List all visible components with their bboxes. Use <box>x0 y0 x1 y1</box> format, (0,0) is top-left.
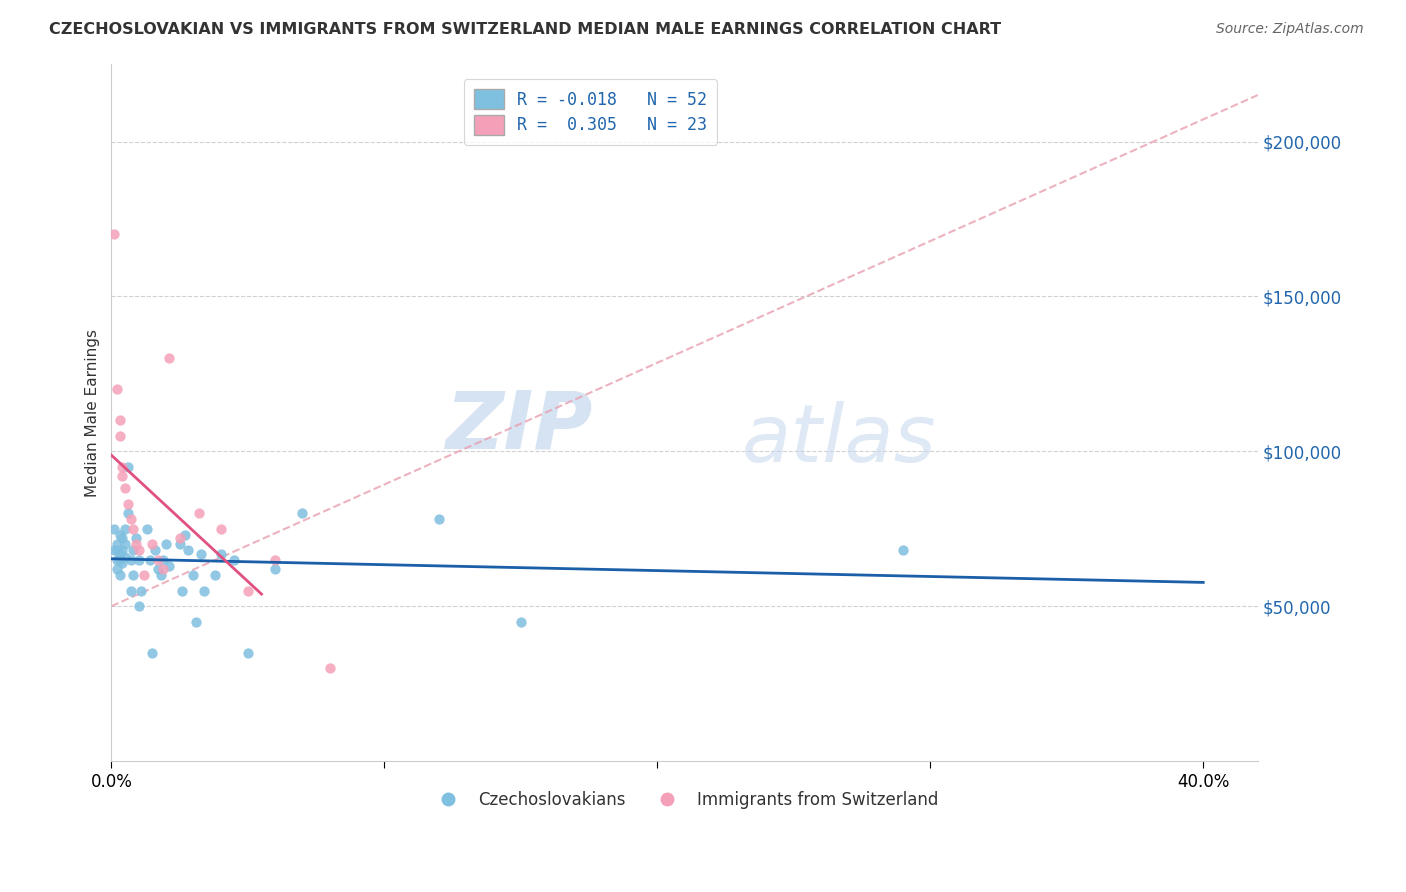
Point <box>152 552 174 566</box>
Point <box>264 562 287 576</box>
Point <box>190 547 212 561</box>
Y-axis label: Median Male Earnings: Median Male Earnings <box>86 328 100 497</box>
Point <box>155 537 177 551</box>
Point <box>157 558 180 573</box>
Point <box>209 522 232 536</box>
Point <box>117 459 139 474</box>
Point <box>177 543 200 558</box>
Point <box>141 537 163 551</box>
Point <box>114 549 136 564</box>
Point <box>120 552 142 566</box>
Point <box>108 413 131 427</box>
Point <box>108 568 131 582</box>
Point <box>187 506 209 520</box>
Point <box>117 506 139 520</box>
Point <box>146 562 169 576</box>
Point <box>105 543 128 558</box>
Point <box>125 531 148 545</box>
Point <box>120 512 142 526</box>
Point <box>111 543 134 558</box>
Point <box>108 429 131 443</box>
Point <box>105 552 128 566</box>
Point <box>169 537 191 551</box>
Point <box>103 543 125 558</box>
Point <box>236 646 259 660</box>
Point <box>141 646 163 660</box>
Point <box>146 552 169 566</box>
Point <box>111 469 134 483</box>
Text: Source: ZipAtlas.com: Source: ZipAtlas.com <box>1216 22 1364 37</box>
Point <box>131 583 153 598</box>
Point <box>105 382 128 396</box>
Point <box>149 568 172 582</box>
Point <box>209 547 232 561</box>
Point <box>891 543 914 558</box>
Point <box>125 537 148 551</box>
Point <box>181 568 204 582</box>
Point <box>184 615 207 629</box>
Point <box>105 537 128 551</box>
Point <box>108 552 131 566</box>
Point <box>103 522 125 536</box>
Point <box>117 497 139 511</box>
Point <box>174 528 197 542</box>
Point <box>105 562 128 576</box>
Text: ZIP: ZIP <box>446 387 593 466</box>
Point <box>122 522 145 536</box>
Point <box>204 568 226 582</box>
Legend: Czechoslovakians, Immigrants from Switzerland: Czechoslovakians, Immigrants from Switze… <box>425 784 945 815</box>
Point <box>224 552 246 566</box>
Point <box>122 543 145 558</box>
Point <box>264 552 287 566</box>
Point <box>120 583 142 598</box>
Point <box>193 583 215 598</box>
Point <box>128 599 150 614</box>
Point <box>103 227 125 242</box>
Text: atlas: atlas <box>742 401 936 479</box>
Point <box>128 543 150 558</box>
Point <box>291 506 314 520</box>
Point <box>114 522 136 536</box>
Point <box>111 459 134 474</box>
Point <box>427 512 450 526</box>
Text: CZECHOSLOVAKIAN VS IMMIGRANTS FROM SWITZERLAND MEDIAN MALE EARNINGS CORRELATION : CZECHOSLOVAKIAN VS IMMIGRANTS FROM SWITZ… <box>49 22 1001 37</box>
Point <box>138 552 160 566</box>
Point <box>172 583 194 598</box>
Point <box>128 552 150 566</box>
Point <box>122 568 145 582</box>
Point <box>135 522 157 536</box>
Point <box>169 531 191 545</box>
Point <box>319 661 342 675</box>
Point <box>143 543 166 558</box>
Point <box>152 562 174 576</box>
Point <box>114 482 136 496</box>
Point <box>114 537 136 551</box>
Point <box>509 615 531 629</box>
Point <box>111 556 134 570</box>
Point <box>108 547 131 561</box>
Point <box>134 568 156 582</box>
Point <box>157 351 180 366</box>
Point <box>111 531 134 545</box>
Point <box>236 583 259 598</box>
Point <box>108 528 131 542</box>
